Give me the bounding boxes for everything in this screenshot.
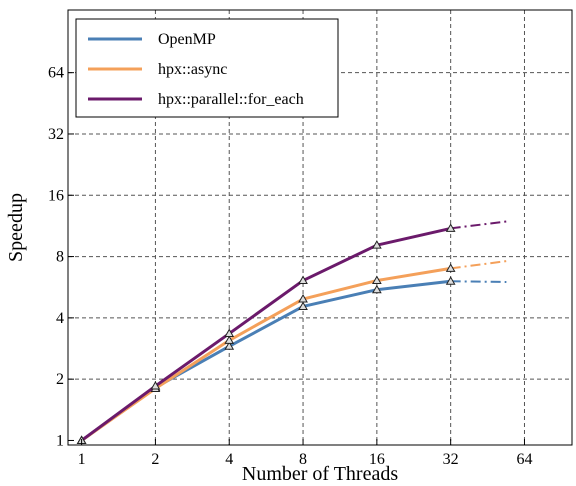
x-tick-label: 4 — [225, 451, 233, 468]
legend-label: OpenMP — [158, 31, 216, 48]
data-point — [298, 294, 308, 303]
x-tick-label: 8 — [299, 451, 307, 468]
series-extrapolation — [450, 260, 507, 270]
y-tick-label: 8 — [56, 249, 64, 266]
x-tick-label: 16 — [369, 451, 385, 468]
data-point — [224, 335, 235, 344]
data-point — [445, 276, 456, 285]
y-tick-label: 32 — [48, 126, 64, 143]
series-extrapolation — [450, 220, 507, 230]
x-tick-label: 32 — [443, 451, 459, 468]
plot-frame — [67, 9, 573, 446]
x-tick-label: 2 — [151, 451, 159, 468]
y-tick-label: 1 — [56, 432, 64, 449]
x-tick-label: 64 — [516, 451, 532, 468]
x-axis-label: Number of Threads — [242, 463, 398, 485]
data-point — [224, 328, 235, 338]
data-point — [298, 275, 308, 285]
y-tick-label: 4 — [56, 310, 64, 327]
series-line — [80, 266, 451, 442]
tick-labels: 1 2 4 8 16 32 64 1 2 4 8 16 32 64 — [48, 65, 532, 468]
series-extrapolation — [450, 280, 507, 284]
series-line — [80, 226, 451, 442]
data-point — [445, 223, 456, 232]
data-point — [445, 263, 456, 272]
series-line — [80, 279, 451, 442]
data-point — [150, 381, 161, 390]
x-tick-label: 1 — [78, 451, 86, 468]
data-point — [371, 284, 382, 294]
y-tick-label: 2 — [56, 371, 64, 388]
series-lines — [76, 220, 507, 444]
y-tick-label: 16 — [48, 187, 64, 204]
y-tick-label: 64 — [48, 65, 64, 82]
y-axis-label: Speedup — [5, 193, 27, 262]
legend-label: hpx::async — [158, 61, 227, 78]
data-point — [371, 275, 382, 285]
legend-label: hpx::parallel::for_each — [158, 91, 304, 108]
data-point — [224, 341, 235, 350]
data-point — [371, 240, 382, 249]
data-point — [298, 301, 308, 310]
